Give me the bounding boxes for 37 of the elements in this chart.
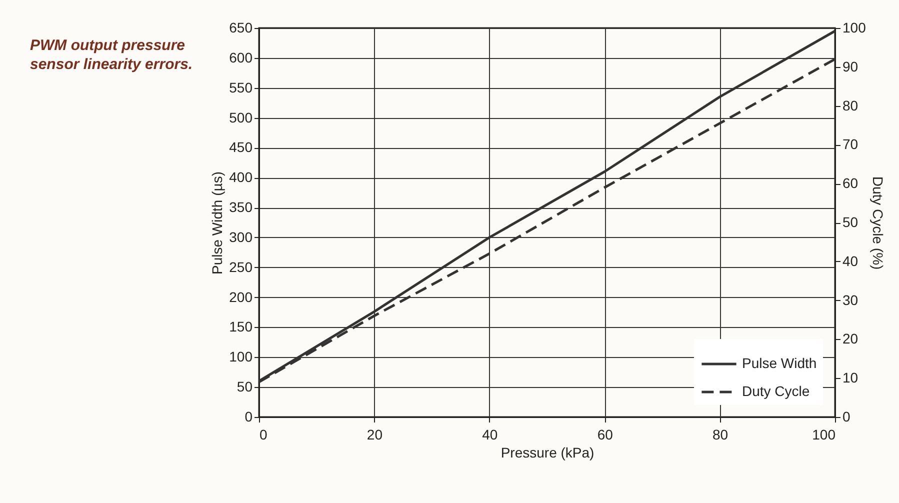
y-tick-label: 250	[229, 258, 253, 275]
y-tick-label: 50	[236, 378, 253, 395]
y2-tick-label: 60	[842, 175, 858, 192]
x-tick-label: 80	[712, 426, 728, 442]
y2-tick-label: 30	[842, 292, 858, 308]
y2-tick-label: 90	[842, 58, 858, 74]
y-tick-label: 650	[229, 20, 253, 36]
y-tick-label: 150	[229, 318, 253, 335]
y-tick-label: 200	[229, 288, 253, 305]
y2-tick-label: 0	[842, 408, 850, 424]
x-tick-label: 0	[260, 426, 268, 442]
legend-label: Duty Cycle	[742, 383, 810, 399]
y-tick-label: 450	[229, 139, 253, 156]
y2-tick-label: 40	[842, 252, 858, 269]
text: PWM output pressure sensor linearity errors.	[29, 36, 194, 74]
y-axis-title: Pulse Width (µs)	[209, 172, 226, 274]
x-tick-label: 20	[366, 426, 383, 442]
y2-axis-title: Duty Cycle (%)	[870, 176, 886, 270]
y2-tick-label: 100	[842, 20, 866, 36]
legend-label: Pulse Width	[742, 355, 817, 371]
x-tick-label: 40	[482, 426, 498, 442]
y-tick-label: 0	[244, 408, 253, 424]
y2-tick-label: 20	[842, 330, 858, 347]
y-tick-label: 100	[229, 348, 253, 365]
y2-tick-label: 50	[842, 214, 858, 230]
y-tick-label: 350	[229, 199, 253, 216]
y2-tick-label: 70	[842, 136, 858, 152]
x-tick-label: 60	[597, 426, 614, 442]
y2-tick-label: 80	[842, 97, 858, 114]
y-tick-label: 400	[229, 169, 253, 186]
x-tick-label: 100	[812, 426, 836, 442]
y-tick-label: 600	[229, 49, 253, 66]
y-tick-label: 500	[229, 109, 253, 126]
y-tick-label: 550	[229, 79, 253, 96]
x-axis-title: Pressure (kPa)	[500, 444, 594, 460]
y-tick-label: 300	[229, 228, 253, 245]
y2-tick-label: 10	[842, 370, 858, 386]
